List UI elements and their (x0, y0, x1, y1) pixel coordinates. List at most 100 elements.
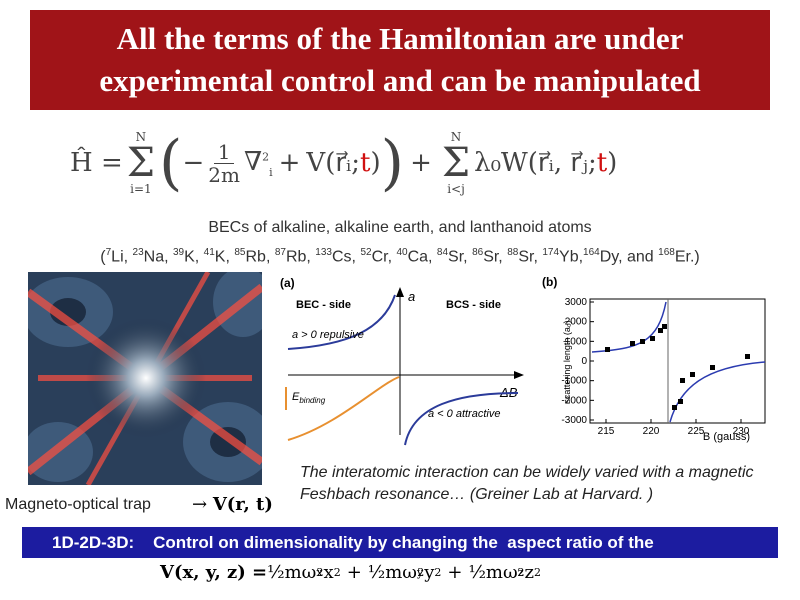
sep: ; (351, 148, 361, 178)
region-label: BCS - side (446, 299, 501, 311)
curve-label: a > 0 repulsive (292, 329, 364, 341)
square: 2 (517, 566, 525, 579)
panel-label: (a) (280, 276, 295, 290)
element: Na, (143, 248, 173, 266)
limit: N (135, 130, 147, 144)
y-tick-label: 0 (581, 356, 587, 367)
curve (287, 294, 396, 350)
x-axis-label: B (gauss) (703, 431, 750, 443)
mass-freq: mω (485, 562, 518, 583)
coordinate: x (323, 562, 334, 583)
panel-label: (b) (542, 275, 557, 289)
element: Cs, (331, 248, 361, 266)
element: ( (100, 248, 106, 266)
y-tick-label: 3000 (565, 297, 588, 308)
curve-label: Ebinding (292, 391, 326, 405)
mass-freq: mω (284, 562, 317, 583)
element: Ca, (407, 248, 437, 266)
arrow (396, 287, 404, 297)
time: t (596, 148, 608, 178)
trap-image (28, 272, 262, 485)
curve (287, 376, 400, 441)
mass-number: 85 (234, 247, 246, 258)
figure-a: (a) a ΔB BEC - side BCS - side a > 0 rep… (280, 276, 524, 446)
atoms: BECs of alkaline, alkaline earth, and la… (40, 215, 760, 271)
trap-label: Magneto-optical trap (5, 496, 151, 513)
potential: V(r, t) (212, 494, 273, 515)
data-points (605, 324, 750, 410)
square: 2 (417, 566, 425, 579)
fit-curve (591, 301, 667, 353)
arrow (514, 371, 524, 379)
sigma: Σ (126, 140, 156, 186)
dimensionality-bar: 1D-2D-3D: Control on dimensionality by c… (22, 527, 778, 558)
element: Sr, (518, 248, 543, 266)
x-tick-label: 230 (733, 426, 750, 437)
axis-label: a (408, 289, 415, 304)
axis: z (517, 566, 524, 579)
denominator: 2m (208, 162, 240, 187)
mass-number: 23 (132, 247, 144, 258)
laplacian: ∇2 i (244, 147, 273, 179)
half: ½ (267, 562, 285, 583)
arg: r⃗ᵢ (335, 148, 352, 178)
element: K, (184, 248, 204, 266)
binding-sub: binding (299, 396, 325, 405)
caption: The interatomic interaction can be widel… (300, 464, 754, 503)
element: Sr, (448, 248, 473, 266)
element: Li, (111, 248, 133, 266)
mass-freq: mω (385, 562, 417, 583)
square: 2 (434, 566, 442, 579)
mass-number: 7 (105, 247, 112, 258)
mass-number: 87 (274, 247, 286, 258)
figure-b: (b) B (gauss) scattering length (a₀) 300… (542, 275, 766, 443)
element: Cr, (371, 248, 397, 266)
lhs: Ĥ = (70, 148, 123, 178)
y-tick-label: -3000 (561, 415, 587, 426)
mass-number: 164 (583, 247, 600, 258)
mass-number: 39 (172, 247, 185, 258)
mass-number: 40 (396, 247, 408, 258)
nabla: ∇ (243, 146, 263, 177)
element: Rb, (285, 248, 316, 266)
region-label: BEC - side (296, 299, 351, 311)
potential: V( (306, 148, 336, 178)
square: 2 (333, 566, 341, 579)
close: ) (607, 148, 618, 178)
sep: ; (587, 148, 597, 178)
element: Er.) (674, 248, 700, 266)
limit: N (450, 130, 462, 144)
x-tick-label: 220 (643, 426, 660, 437)
element: Dy, (599, 248, 627, 266)
paren: ( (159, 128, 183, 198)
y-tick-label: 2000 (565, 317, 588, 328)
square: 2 (533, 566, 541, 579)
mass-number: 88 (507, 247, 519, 258)
axis: y (416, 566, 424, 579)
mass-number: 174 (542, 247, 560, 258)
slide-title: All the terms of the Hamiltonian are und… (30, 10, 770, 110)
x-tick-label: 215 (598, 426, 615, 437)
atoms-heading: BECs of alkaline, alkaline earth, and la… (208, 219, 592, 236)
element: Yb, (559, 248, 584, 266)
limit: i=1 (130, 182, 152, 196)
mass-number: 86 (472, 247, 484, 258)
element: Sr, (483, 248, 508, 266)
mass-number: 133 (315, 247, 332, 258)
text: Control on dimensionality by changing th… (153, 533, 654, 552)
fraction: 1 2m (208, 141, 240, 186)
element: K, (214, 248, 235, 266)
interaction: λ₀W( (474, 148, 538, 178)
curve-label: a < 0 attractive (428, 408, 500, 420)
confinement: V(x, y, z) = ½ mω x 2 x 2 + ½ mω y 2 y 2 + ½ mω z 2 z 2 (160, 562, 541, 583)
isotopes: (7Li, 23Na, 39K, 41K, 85Rb, 87Rb, 133Cs,… (40, 240, 760, 269)
paren: ) (380, 128, 405, 198)
curve (404, 392, 519, 446)
square: 2 (316, 566, 324, 579)
coordinate: z (524, 562, 534, 583)
y-tick-label: 1000 (565, 336, 588, 347)
fit-curve (669, 361, 766, 423)
